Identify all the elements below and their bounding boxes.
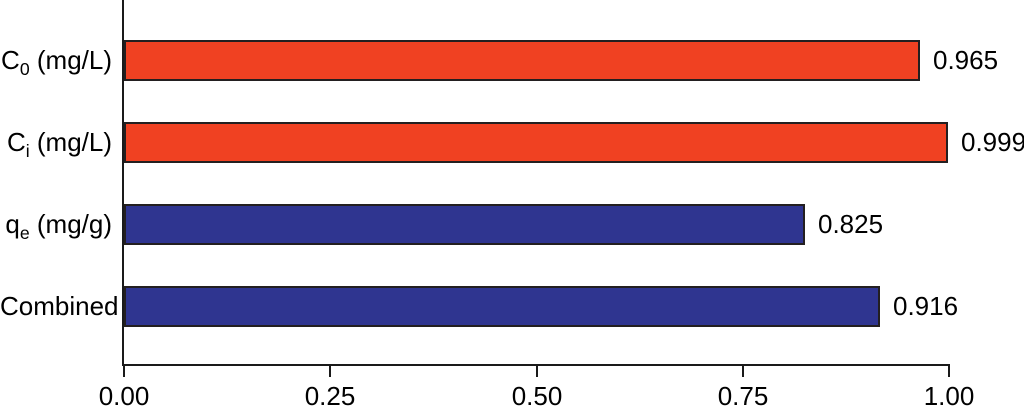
bar [124,122,948,163]
category-label: Combined [0,291,119,321]
category-label: Ci (mg/L) [6,127,112,161]
value-label: 0.965 [933,45,999,75]
y-axis-line [122,0,124,366]
bar [124,40,920,81]
x-axis-line [122,364,950,366]
category-label: C0 (mg/L) [1,45,112,79]
bar [124,286,880,327]
x-tick [329,366,331,377]
x-tick-label: 0.00 [98,381,150,411]
x-tick-label: 0.25 [304,381,356,411]
category-label: qe (mg/g) [5,209,112,243]
bar [124,204,805,245]
x-tick [742,366,744,377]
x-tick [536,366,538,377]
value-label: 0.825 [818,209,884,239]
x-tick-label: 0.75 [717,381,769,411]
value-label: 0.999 [961,127,1024,157]
x-tick [123,366,125,377]
x-tick-label: 1.00 [923,381,975,411]
value-label: 0.916 [893,291,959,321]
x-tick-label: 0.50 [511,381,563,411]
x-tick [948,366,950,377]
